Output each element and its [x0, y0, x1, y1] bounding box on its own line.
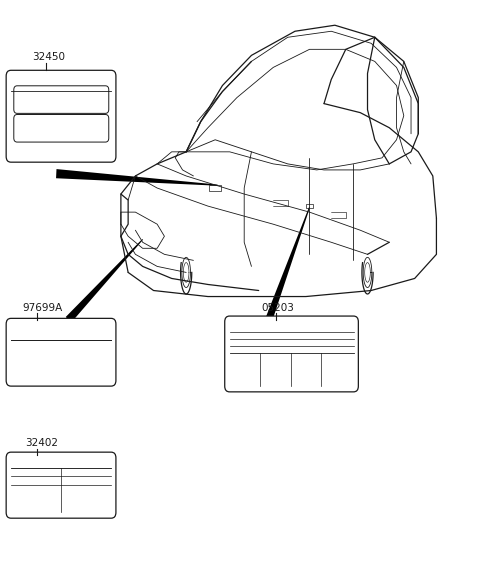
- FancyBboxPatch shape: [14, 86, 109, 113]
- Polygon shape: [56, 169, 217, 186]
- Bar: [306, 204, 313, 208]
- FancyBboxPatch shape: [225, 316, 359, 392]
- Text: 97699A: 97699A: [22, 302, 62, 313]
- FancyBboxPatch shape: [14, 114, 109, 142]
- FancyBboxPatch shape: [6, 452, 116, 518]
- Text: 32450: 32450: [33, 52, 65, 62]
- Polygon shape: [66, 239, 143, 323]
- Polygon shape: [265, 207, 310, 322]
- Text: 32402: 32402: [25, 438, 58, 448]
- Bar: [209, 185, 221, 191]
- FancyBboxPatch shape: [6, 70, 116, 162]
- Text: 05203: 05203: [262, 302, 294, 313]
- FancyBboxPatch shape: [6, 319, 116, 386]
